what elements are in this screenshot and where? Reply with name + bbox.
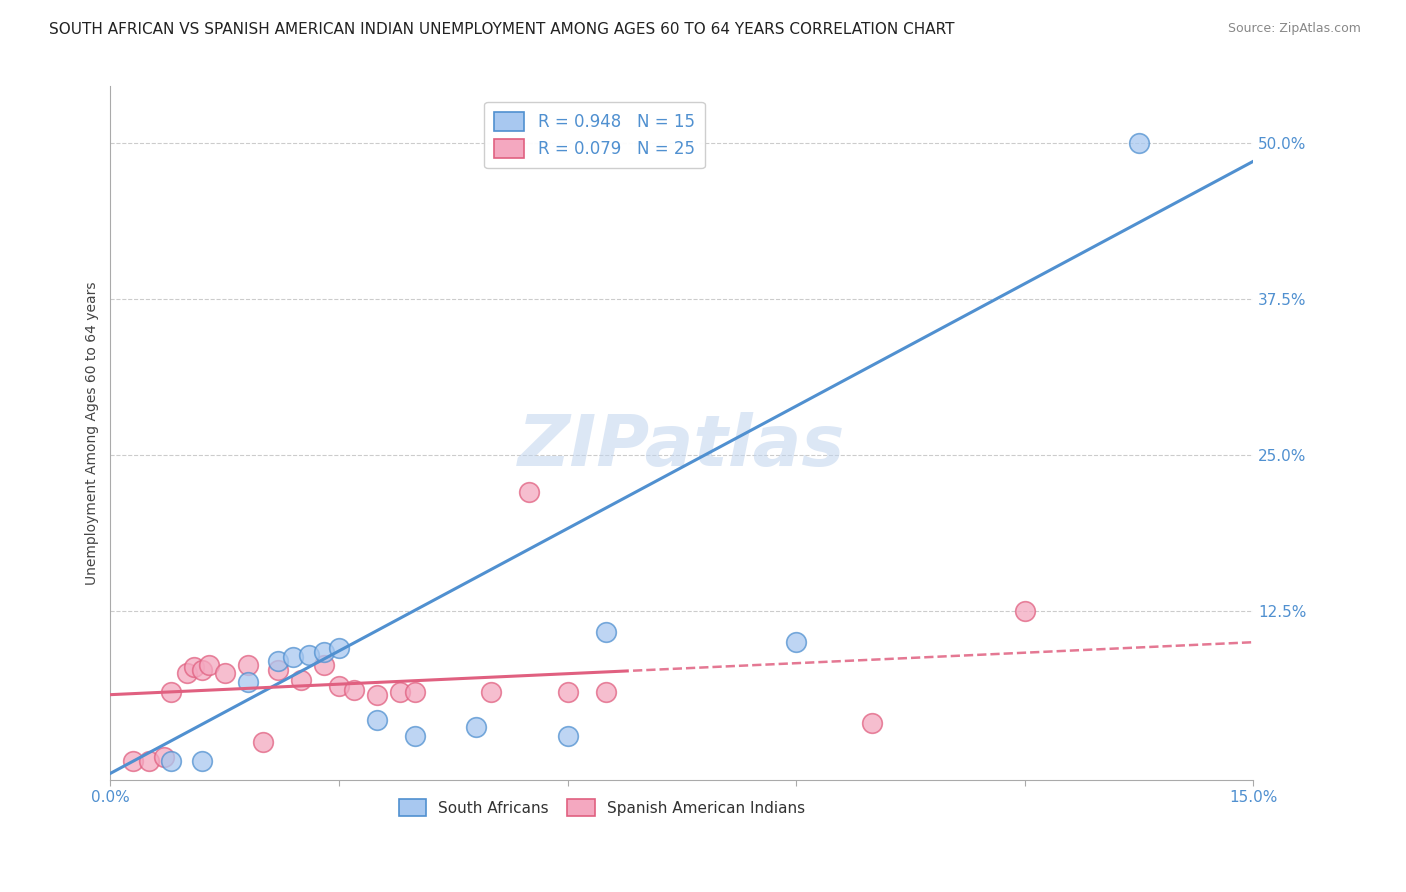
Point	[198, 657, 221, 672]
Point	[160, 754, 183, 768]
Point	[122, 754, 145, 768]
Text: ZIPatlas: ZIPatlas	[519, 412, 845, 482]
Point	[328, 641, 350, 656]
Point	[214, 666, 236, 681]
Point	[283, 650, 305, 665]
Point	[312, 657, 335, 672]
Point	[785, 635, 807, 649]
Point	[557, 729, 579, 743]
Point	[860, 716, 883, 731]
Point	[183, 660, 205, 674]
Point	[479, 685, 502, 699]
Text: SOUTH AFRICAN VS SPANISH AMERICAN INDIAN UNEMPLOYMENT AMONG AGES 60 TO 64 YEARS : SOUTH AFRICAN VS SPANISH AMERICAN INDIAN…	[49, 22, 955, 37]
Point	[252, 735, 274, 749]
Point	[388, 685, 411, 699]
Point	[267, 654, 290, 668]
Point	[267, 663, 290, 677]
Point	[519, 485, 541, 500]
Point	[465, 720, 488, 734]
Point	[176, 666, 198, 681]
Point	[404, 685, 426, 699]
Point	[138, 754, 160, 768]
Point	[1128, 136, 1150, 150]
Point	[366, 688, 388, 702]
Point	[236, 675, 259, 690]
Point	[404, 729, 426, 743]
Point	[312, 645, 335, 659]
Point	[328, 679, 350, 693]
Point	[557, 685, 579, 699]
Point	[595, 685, 617, 699]
Point	[160, 685, 183, 699]
Legend: South Africans, Spanish American Indians: South Africans, Spanish American Indians	[391, 791, 813, 824]
Point	[297, 648, 319, 662]
Point	[290, 673, 312, 687]
Point	[191, 663, 214, 677]
Point	[366, 713, 388, 727]
Text: Source: ZipAtlas.com: Source: ZipAtlas.com	[1227, 22, 1361, 36]
Point	[191, 754, 214, 768]
Point	[343, 682, 366, 697]
Point	[595, 625, 617, 640]
Point	[152, 750, 174, 764]
Y-axis label: Unemployment Among Ages 60 to 64 years: Unemployment Among Ages 60 to 64 years	[86, 281, 100, 585]
Point	[1014, 604, 1036, 618]
Point	[236, 657, 259, 672]
